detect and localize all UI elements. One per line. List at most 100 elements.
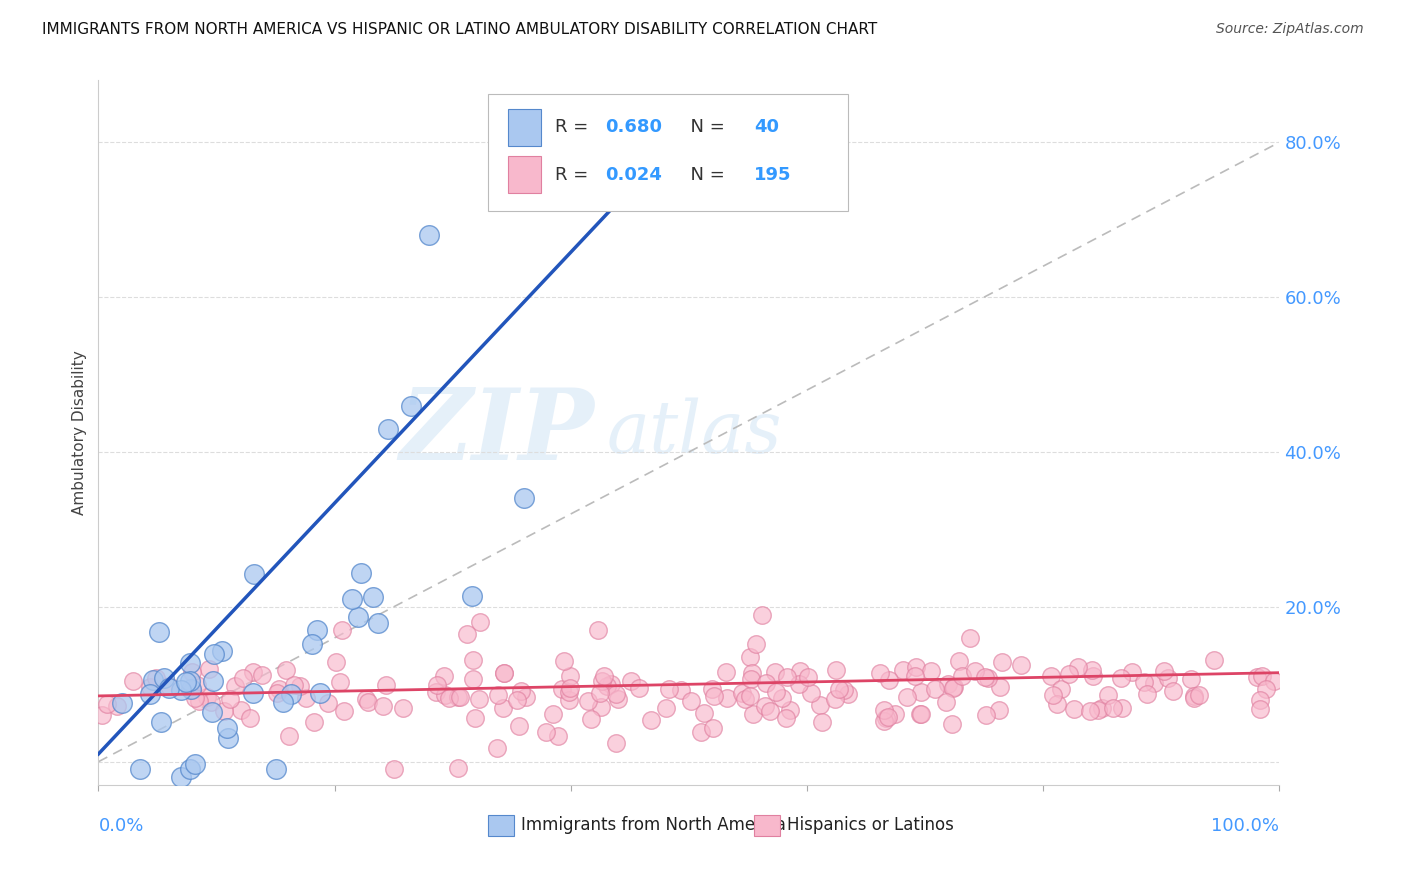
Point bbox=[494, 665, 516, 680]
Point bbox=[751, 607, 773, 622]
Text: Source: ZipAtlas.com: Source: ZipAtlas.com bbox=[1216, 22, 1364, 37]
Point bbox=[456, 627, 478, 641]
Point bbox=[468, 615, 491, 630]
Point bbox=[824, 692, 846, 706]
Point bbox=[596, 679, 619, 693]
Point bbox=[184, 756, 207, 771]
Point bbox=[904, 659, 927, 673]
Point bbox=[593, 669, 616, 683]
Point bbox=[361, 591, 384, 605]
FancyBboxPatch shape bbox=[508, 156, 541, 193]
Point bbox=[755, 676, 778, 690]
Point bbox=[463, 653, 485, 667]
Point bbox=[974, 707, 997, 722]
Point bbox=[920, 664, 942, 678]
Point bbox=[1097, 688, 1119, 702]
Point bbox=[461, 672, 484, 686]
Point bbox=[301, 637, 323, 651]
Point bbox=[1249, 693, 1271, 707]
Point bbox=[217, 731, 239, 745]
Point bbox=[242, 686, 264, 700]
Point bbox=[467, 691, 489, 706]
Point bbox=[329, 674, 352, 689]
Point bbox=[550, 681, 572, 696]
Point bbox=[211, 644, 233, 658]
Point bbox=[434, 688, 457, 702]
Point bbox=[553, 654, 575, 668]
Point bbox=[186, 678, 208, 692]
Point bbox=[122, 673, 145, 688]
Point bbox=[534, 725, 557, 739]
Point bbox=[950, 668, 973, 682]
Point bbox=[716, 665, 738, 680]
Point bbox=[350, 566, 373, 580]
FancyBboxPatch shape bbox=[754, 814, 780, 836]
Text: N =: N = bbox=[679, 166, 731, 184]
Point bbox=[1063, 702, 1085, 716]
Text: 40: 40 bbox=[754, 119, 779, 136]
Point bbox=[149, 715, 172, 730]
Point bbox=[302, 715, 325, 730]
Point bbox=[884, 707, 907, 722]
Point bbox=[201, 673, 224, 688]
Text: R =: R = bbox=[555, 166, 595, 184]
Point bbox=[1046, 697, 1069, 711]
Point bbox=[869, 666, 891, 681]
Point bbox=[942, 681, 965, 695]
Point bbox=[765, 684, 787, 698]
Point bbox=[391, 701, 413, 715]
Point bbox=[316, 696, 339, 710]
Point bbox=[963, 665, 986, 679]
Point bbox=[948, 654, 970, 668]
Point bbox=[896, 690, 918, 705]
Point bbox=[558, 669, 581, 683]
Point bbox=[461, 589, 484, 603]
Point bbox=[591, 674, 613, 689]
Point bbox=[1182, 690, 1205, 705]
Point bbox=[1057, 667, 1080, 681]
Point bbox=[591, 699, 613, 714]
Point bbox=[579, 712, 602, 726]
Point bbox=[508, 719, 530, 733]
Point bbox=[1251, 669, 1274, 683]
Point bbox=[605, 687, 627, 701]
Text: 0.0%: 0.0% bbox=[98, 817, 143, 835]
Point bbox=[464, 711, 486, 725]
Point bbox=[1254, 682, 1277, 697]
Point bbox=[1010, 657, 1032, 672]
Point bbox=[702, 721, 724, 735]
Text: IMMIGRANTS FROM NORTH AMERICA VS HISPANIC OR LATINO AMBULATORY DISABILITY CORREL: IMMIGRANTS FROM NORTH AMERICA VS HISPANI… bbox=[42, 22, 877, 37]
Point bbox=[145, 672, 167, 686]
Point bbox=[1087, 703, 1109, 717]
Point bbox=[977, 671, 1000, 685]
Point bbox=[1188, 688, 1211, 702]
Point bbox=[418, 228, 440, 243]
Point bbox=[904, 669, 927, 683]
Point bbox=[700, 682, 723, 697]
Point bbox=[808, 698, 831, 712]
Point bbox=[599, 677, 621, 691]
Point bbox=[96, 697, 118, 711]
Point bbox=[974, 670, 997, 684]
Point bbox=[375, 677, 398, 691]
Point bbox=[1153, 664, 1175, 678]
Point bbox=[775, 670, 797, 684]
Point bbox=[658, 681, 681, 696]
Text: ZIP: ZIP bbox=[399, 384, 595, 481]
Point bbox=[347, 609, 370, 624]
Point bbox=[775, 711, 797, 725]
Point bbox=[1042, 689, 1064, 703]
Point bbox=[330, 623, 353, 637]
Point bbox=[276, 663, 298, 677]
Point bbox=[187, 694, 209, 708]
Point bbox=[557, 693, 579, 707]
Point bbox=[731, 686, 754, 700]
Point bbox=[250, 668, 273, 682]
Point bbox=[873, 714, 896, 728]
Point bbox=[558, 681, 581, 695]
Point bbox=[181, 682, 204, 697]
Point bbox=[910, 706, 932, 721]
Point bbox=[180, 682, 202, 697]
Point bbox=[607, 691, 630, 706]
Point bbox=[266, 686, 288, 700]
